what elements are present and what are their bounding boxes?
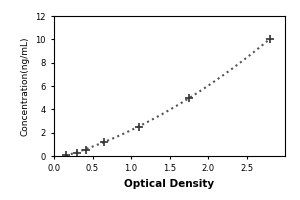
Y-axis label: Concentration(ng/mL): Concentration(ng/mL) bbox=[21, 36, 30, 136]
X-axis label: Optical Density: Optical Density bbox=[124, 179, 214, 189]
